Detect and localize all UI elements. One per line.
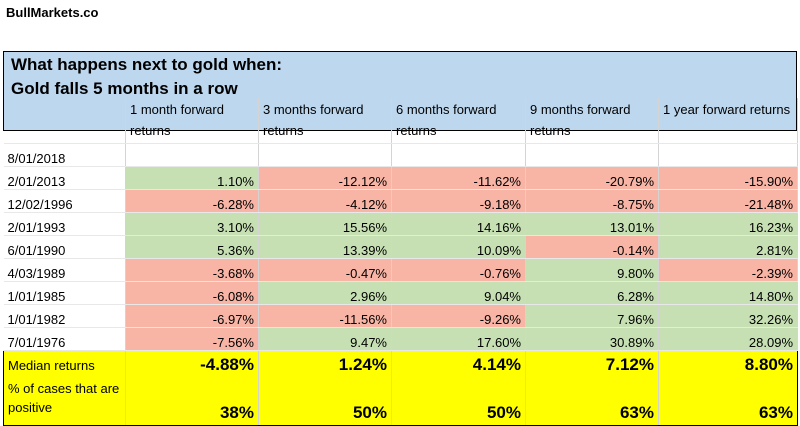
positive-cases-row: % of cases that are positive 38% 50% 50% 63%… xyxy=(3,379,798,426)
return-cell[interactable]: 3.10% xyxy=(125,212,259,236)
positive-cases-row-label[interactable]: % of cases that are positive xyxy=(3,379,126,426)
return-cell[interactable]: -3.68% xyxy=(125,258,259,282)
positive-cases-row-value[interactable]: 63% xyxy=(525,379,659,426)
table-row: 12/02/1996 -6.28% -4.12% -9.18% -8.75% -21.48… xyxy=(3,189,798,213)
spreadsheet: What happens next to gold when: Gold fal… xyxy=(3,31,798,426)
return-cell[interactable]: 9.47% xyxy=(258,327,392,351)
return-cell[interactable]: -6.97% xyxy=(125,304,259,328)
return-cell[interactable]: -11.62% xyxy=(391,166,526,190)
return-cell[interactable]: -11.56% xyxy=(258,304,392,328)
return-cell[interactable]: 6.28% xyxy=(525,281,659,305)
positive-cases-row-value[interactable]: 38% xyxy=(125,379,259,426)
return-cell[interactable]: 9.80% xyxy=(525,258,659,282)
date-cell[interactable]: 8/01/2018 xyxy=(3,143,126,167)
column-header-cell[interactable]: 1 month forward returns xyxy=(125,98,259,144)
return-cell[interactable]: 17.60% xyxy=(391,327,526,351)
return-cell[interactable]: 14.16% xyxy=(391,212,526,236)
return-cell[interactable]: 16.23% xyxy=(658,212,798,236)
return-cell[interactable]: 2.81% xyxy=(658,235,798,259)
median-row-label[interactable]: Median returns xyxy=(3,350,126,379)
return-cell[interactable]: -2.39% xyxy=(658,258,798,282)
table-row: 6/01/1990 5.36% 13.39% 10.09% -0.14% 2.81% xyxy=(3,235,798,259)
return-cell[interactable]: -9.18% xyxy=(391,189,526,213)
date-cell[interactable]: 2/01/2013 xyxy=(3,166,126,190)
return-cell[interactable]: 2.96% xyxy=(258,281,392,305)
median-row: Median returns -4.88% 1.24% 4.14% 7.12% 8.80% xyxy=(3,350,798,379)
date-cell[interactable]: 6/01/1990 xyxy=(3,235,126,259)
return-cell[interactable]: 9.04% xyxy=(391,281,526,305)
return-cell[interactable]: -0.76% xyxy=(391,258,526,282)
return-cell[interactable]: 1.10% xyxy=(125,166,259,190)
column-header-cell[interactable] xyxy=(3,98,126,144)
positive-cases-row-value[interactable]: 50% xyxy=(391,379,526,426)
return-cell[interactable]: -4.12% xyxy=(258,189,392,213)
return-cell[interactable] xyxy=(525,143,659,167)
return-cell[interactable] xyxy=(658,143,798,167)
column-header-cell[interactable]: 3 months forward returns xyxy=(258,98,392,144)
column-header-row: 1 month forward returns 3 months forward… xyxy=(3,98,798,144)
return-cell[interactable]: -9.26% xyxy=(391,304,526,328)
column-header-cell[interactable]: 6 months forward returns xyxy=(391,98,526,144)
return-cell[interactable]: 14.80% xyxy=(658,281,798,305)
date-cell[interactable]: 7/01/1976 xyxy=(3,327,126,351)
table-row: 2/01/1993 3.10% 15.56% 14.16% 13.01% 16.23% xyxy=(3,212,798,236)
column-header-cell[interactable]: 9 months forward returns xyxy=(525,98,659,144)
date-cell[interactable]: 1/01/1982 xyxy=(3,304,126,328)
return-cell[interactable]: -6.28% xyxy=(125,189,259,213)
table-row: 7/01/1976 -7.56% 9.47% 17.60% 30.89% 28.09% xyxy=(3,327,798,351)
return-cell[interactable]: -20.79% xyxy=(525,166,659,190)
return-cell[interactable]: 5.36% xyxy=(125,235,259,259)
column-header-cell[interactable]: 1 year forward returns xyxy=(658,98,798,144)
return-cell[interactable]: -12.12% xyxy=(258,166,392,190)
return-cell[interactable]: 32.26% xyxy=(658,304,798,328)
return-cell[interactable]: 13.01% xyxy=(525,212,659,236)
table-row: 1/01/1982 -6.97% -11.56% -9.26% 7.96% 32.26% xyxy=(3,304,798,328)
date-cell[interactable]: 1/01/1985 xyxy=(3,281,126,305)
return-cell[interactable] xyxy=(391,143,526,167)
return-cell[interactable]: -8.75% xyxy=(525,189,659,213)
return-cell[interactable]: 7.96% xyxy=(525,304,659,328)
table-row: 1/01/1985 -6.08% 2.96% 9.04% 6.28% 14.80% xyxy=(3,281,798,305)
return-cell[interactable]: -21.48% xyxy=(658,189,798,213)
median-row-value[interactable]: 8.80% xyxy=(658,350,798,379)
positive-cases-row-value[interactable]: 63% xyxy=(658,379,798,426)
title-line-2: Gold falls 5 months in a row xyxy=(11,79,238,98)
return-cell[interactable]: -0.14% xyxy=(525,235,659,259)
return-cell[interactable]: -15.90% xyxy=(658,166,798,190)
title-line-1: What happens next to gold when: xyxy=(11,55,283,74)
return-cell[interactable]: -0.47% xyxy=(258,258,392,282)
median-row-value[interactable]: -4.88% xyxy=(125,350,259,379)
table-row: 2/01/2013 1.10% -12.12% -11.62% -20.79% -15.9… xyxy=(3,166,798,190)
median-row-value[interactable]: 4.14% xyxy=(391,350,526,379)
return-cell[interactable]: 30.89% xyxy=(525,327,659,351)
return-cell[interactable]: 28.09% xyxy=(658,327,798,351)
return-cell[interactable]: 13.39% xyxy=(258,235,392,259)
positive-cases-row-value[interactable]: 50% xyxy=(258,379,392,426)
return-cell[interactable]: 15.56% xyxy=(258,212,392,236)
return-cell[interactable] xyxy=(258,143,392,167)
table-row: 4/03/1989 -3.68% -0.47% -0.76% 9.80% -2.39% xyxy=(3,258,798,282)
return-cell[interactable]: -6.08% xyxy=(125,281,259,305)
brand-logo-text: BullMarkets.co xyxy=(6,5,99,20)
date-cell[interactable]: 4/03/1989 xyxy=(3,258,126,282)
returns-table: 1 month forward returns 3 months forward… xyxy=(3,98,798,426)
return-cell[interactable]: -7.56% xyxy=(125,327,259,351)
date-cell[interactable]: 2/01/1993 xyxy=(3,212,126,236)
date-cell[interactable]: 12/02/1996 xyxy=(3,189,126,213)
return-cell[interactable] xyxy=(125,143,259,167)
return-cell[interactable]: 10.09% xyxy=(391,235,526,259)
table-row: 8/01/2018 xyxy=(3,143,798,167)
median-row-value[interactable]: 7.12% xyxy=(525,350,659,379)
median-row-value[interactable]: 1.24% xyxy=(258,350,392,379)
